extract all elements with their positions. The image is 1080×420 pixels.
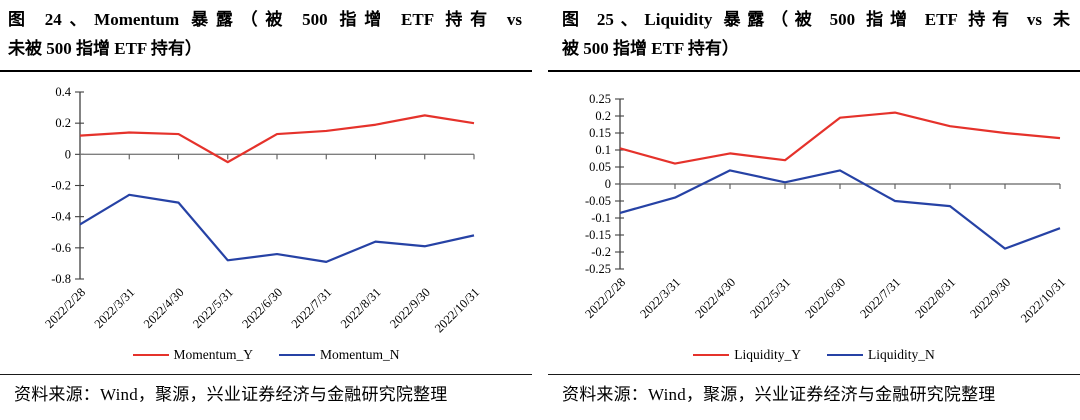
x-tick-label: 2022/2/28: [42, 285, 88, 331]
momentum-chart-legend: Momentum_Y Momentum_N: [0, 345, 532, 365]
x-tick-label: 2022/6/30: [239, 285, 285, 331]
momentum-title-line2: 未被 500 指增 ETF 持有）: [8, 38, 202, 58]
liquidity-n-line-swatch: [827, 353, 863, 357]
y-tick-label: 0.15: [589, 126, 611, 140]
y-tick-label: 0.1: [595, 143, 611, 157]
y-tick-label: -0.05: [585, 194, 611, 208]
liquidity-chart-legend: Liquidity_Y Liquidity_N: [548, 345, 1080, 365]
liquidity-title-line2: 被 500 指增 ETF 持有）: [562, 38, 739, 58]
x-tick-label: 2022/5/31: [190, 285, 236, 331]
momentum-source-divider: [0, 374, 532, 376]
y-tick-label: -0.1: [591, 211, 611, 225]
momentum-figure-title: 图 24、Momentum 暴露（被 500 指增 ETF 持有 vs 未被 5…: [8, 6, 522, 63]
y-tick-label: -0.2: [51, 179, 71, 193]
momentum-n-line-swatch: [279, 353, 315, 357]
y-tick-label: 0.25: [589, 92, 611, 106]
liquidity-n-legend-label: Liquidity_N: [868, 347, 935, 363]
y-tick-label: 0.4: [55, 85, 71, 99]
momentum-n-legend-label: Momentum_N: [320, 347, 400, 363]
x-tick-label: 2022/4/30: [692, 275, 738, 321]
x-tick-label: 2022/3/31: [92, 285, 138, 331]
liquidity-y-legend-label: Liquidity_Y: [734, 347, 801, 363]
y-tick-label: 0.2: [55, 116, 71, 130]
x-tick-label: 2022/3/31: [637, 275, 683, 321]
y-tick-label: -0.2: [591, 245, 611, 259]
momentum-title-line1: 图 24、Momentum 暴露（被 500 指增 ETF 持有 vs: [8, 10, 522, 29]
liquidity-figure-panel: 图 25、Liquidity 暴露（被 500 指增 ETF 持有 vs 未 被…: [548, 0, 1080, 420]
x-tick-label: 2022/5/31: [747, 275, 793, 321]
liquidity-figure-title: 图 25、Liquidity 暴露（被 500 指增 ETF 持有 vs 未 被…: [562, 6, 1070, 63]
x-tick-label: 2022/2/28: [582, 275, 628, 321]
momentum-y-legend-label: Momentum_Y: [173, 347, 254, 363]
x-tick-label: 2022/4/30: [141, 285, 187, 331]
liquidity-title-divider: [548, 70, 1080, 73]
series-line-Liquidity_N: [619, 169, 1061, 250]
y-tick-label: -0.25: [585, 262, 611, 276]
series-line-Momentum_N: [79, 193, 475, 264]
x-tick-label: 2022/9/30: [967, 275, 1013, 321]
liquidity-line-chart: 0.25 0.2 0.15 0.1 0.05 0 -0.05 -0.1 -0.15 -0.2 -0.…: [582, 92, 1068, 325]
series-line-Liquidity_Y: [619, 111, 1061, 165]
momentum-figure-panel: 图 24、Momentum 暴露（被 500 指增 ETF 持有 vs 未被 5…: [0, 0, 532, 420]
y-tick-label: -0.4: [51, 210, 72, 224]
liquidity-source-divider: [548, 374, 1080, 376]
y-tick-label: -0.15: [585, 228, 611, 242]
momentum-title-divider: [0, 70, 532, 73]
legend-item-momentum-n: Momentum_N: [279, 347, 400, 363]
y-tick-label: 0.2: [595, 109, 611, 123]
x-tick-label: 2022/7/31: [289, 285, 335, 331]
legend-item-momentum-y: Momentum_Y: [132, 347, 254, 363]
legend-item-liquidity-n: Liquidity_N: [827, 347, 935, 363]
y-tick-label: 0.05: [589, 160, 611, 174]
x-tick-label: 2022/10/31: [432, 285, 482, 335]
y-tick-label: -0.6: [51, 241, 71, 255]
legend-item-liquidity-y: Liquidity_Y: [693, 347, 801, 363]
liquidity-source-note: 资料来源：Wind，聚源，兴业证券经济与金融研究院整理: [562, 385, 996, 405]
y-tick-label: 0: [65, 147, 71, 161]
series-line-Momentum_Y: [79, 114, 475, 164]
liquidity-y-line-swatch: [693, 353, 730, 357]
x-tick-label: 2022/8/31: [912, 275, 958, 321]
liquidity-title-line1: 图 25、Liquidity 暴露（被 500 指增 ETF 持有 vs 未: [562, 10, 1070, 29]
y-tick-label: -0.8: [51, 272, 71, 286]
y-tick-label: 0: [605, 177, 611, 191]
x-tick-label: 2022/6/30: [802, 275, 848, 321]
momentum-source-note: 资料来源：Wind，聚源，兴业证券经济与金融研究院整理: [14, 385, 448, 405]
x-tick-label: 2022/10/31: [1018, 275, 1068, 325]
momentum-y-line-swatch: [132, 353, 169, 357]
x-tick-label: 2022/7/31: [857, 275, 903, 321]
x-tick-label: 2022/9/30: [387, 285, 433, 331]
x-tick-label: 2022/8/31: [338, 285, 384, 331]
